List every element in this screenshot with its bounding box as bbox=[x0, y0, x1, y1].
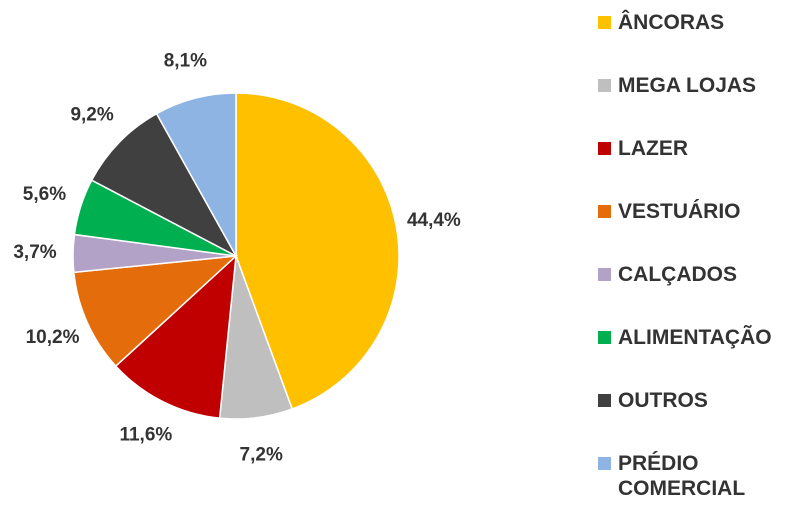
legend-item: PRÉDIO COMERCIAL bbox=[598, 451, 806, 501]
legend-swatch bbox=[598, 16, 611, 29]
legend-item: LAZER bbox=[598, 136, 806, 161]
legend-label: PRÉDIO COMERCIAL bbox=[618, 452, 746, 500]
legend-label: MEGA LOJAS bbox=[618, 74, 757, 97]
data-label: 10,2% bbox=[26, 327, 80, 348]
data-label: 5,6% bbox=[23, 184, 66, 205]
pie-slice bbox=[73, 255, 239, 368]
legend-swatch bbox=[598, 205, 611, 218]
pie-slice bbox=[155, 92, 237, 259]
legend-item: MEGA LOJAS bbox=[598, 73, 806, 98]
data-label: 9,2% bbox=[70, 105, 113, 126]
legend-swatch bbox=[598, 394, 611, 407]
legend-item: VESTUÁRIO bbox=[598, 199, 806, 224]
pie-area: 44,4% 7,2% 11,6% 10,2% 3,7% 5,6% 9,2% 8,1% bbox=[13, 50, 461, 465]
pie-slice bbox=[90, 112, 238, 258]
legend-swatch bbox=[598, 79, 611, 92]
data-label: 8,1% bbox=[164, 50, 207, 71]
legend-swatch bbox=[598, 331, 611, 344]
pie-slice bbox=[235, 92, 400, 410]
legend-label: OUTROS bbox=[618, 389, 708, 412]
legend-label: VESTUÁRIO bbox=[618, 200, 741, 223]
data-label: 44,4% bbox=[407, 210, 461, 231]
legend-item: ALIMENTAÇÃO bbox=[598, 325, 806, 350]
pie-slice bbox=[114, 254, 237, 419]
legend-item: OUTROS bbox=[598, 388, 806, 413]
data-label: 11,6% bbox=[119, 425, 172, 446]
legend-item: ÂNCORAS bbox=[598, 10, 806, 35]
legend-label: CALÇADOS bbox=[618, 263, 737, 286]
legend-item: CALÇADOS bbox=[598, 262, 806, 287]
legend-label: ÂNCORAS bbox=[618, 11, 725, 34]
legend-label: ALIMENTAÇÃO bbox=[618, 326, 772, 349]
legend-swatch bbox=[598, 457, 611, 470]
legend-label: LAZER bbox=[618, 137, 688, 160]
legend-swatch bbox=[598, 142, 611, 155]
data-label: 7,2% bbox=[240, 444, 283, 465]
legend-swatch bbox=[598, 268, 611, 281]
data-label: 3,7% bbox=[13, 242, 56, 263]
